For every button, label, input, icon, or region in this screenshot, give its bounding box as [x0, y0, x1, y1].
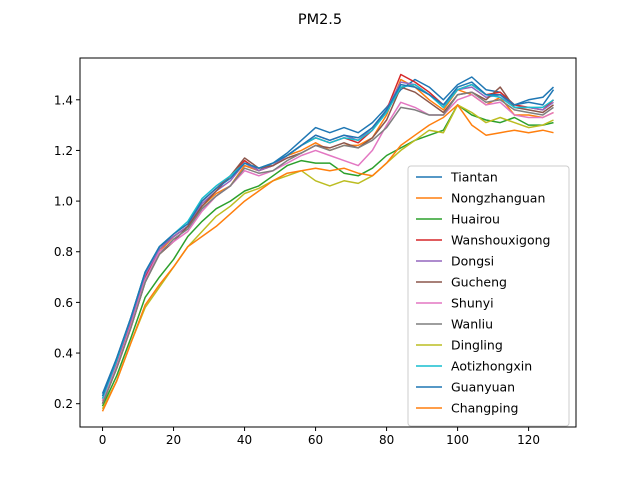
legend-label: Dingling	[451, 338, 503, 353]
x-tick-label: 40	[237, 433, 252, 447]
legend-label: Shunyi	[451, 296, 494, 311]
x-tick-label: 120	[517, 433, 540, 447]
chart-title: PM2.5	[298, 12, 342, 28]
x-tick-label: 60	[308, 433, 323, 447]
legend: Tiantan Nongzhanguan Huairou Wanshouxigong D…	[407, 165, 570, 427]
x-tick-label: 80	[379, 433, 394, 447]
legend-label: Wanliu	[451, 317, 493, 332]
y-axis-ticks: 0.2 0.4 0.6 0.8 1.0 1.2 1.4	[54, 93, 80, 411]
legend-label: Gucheng	[451, 275, 507, 290]
series-line-shunyi	[101, 93, 554, 402]
legend-label: Guanyuan	[451, 380, 515, 395]
legend-label: Changping	[451, 401, 518, 416]
legend-label: Nongzhanguan	[451, 191, 545, 206]
y-tick-label: 1.2	[54, 144, 73, 158]
legend-box	[407, 165, 570, 427]
x-tick-label: 0	[99, 433, 107, 447]
series-lines	[101, 73, 555, 412]
plot-area-frame	[79, 57, 577, 428]
legend-label: Aotizhongxin	[451, 359, 532, 374]
y-tick-label: 1.0	[54, 195, 73, 209]
series-line-wanliu	[101, 91, 554, 404]
x-axis-ticks: 0 20 40 60 80 100 120	[99, 427, 540, 447]
x-tick-label: 20	[166, 433, 181, 447]
legend-label: Tiantan	[450, 170, 498, 185]
x-tick-label: 100	[446, 433, 469, 447]
y-tick-label: 1.4	[54, 93, 73, 107]
y-tick-label: 0.8	[54, 245, 73, 259]
legend-label: Dongsi	[451, 254, 494, 269]
series-line-changping	[101, 104, 554, 412]
legend-label: Huairou	[451, 212, 500, 227]
legend-label: Wanshouxigong	[451, 233, 550, 248]
series-line-guanyuan	[101, 81, 555, 397]
y-tick-label: 0.6	[54, 296, 73, 310]
y-tick-label: 0.2	[54, 397, 73, 411]
y-tick-label: 0.4	[54, 347, 73, 361]
